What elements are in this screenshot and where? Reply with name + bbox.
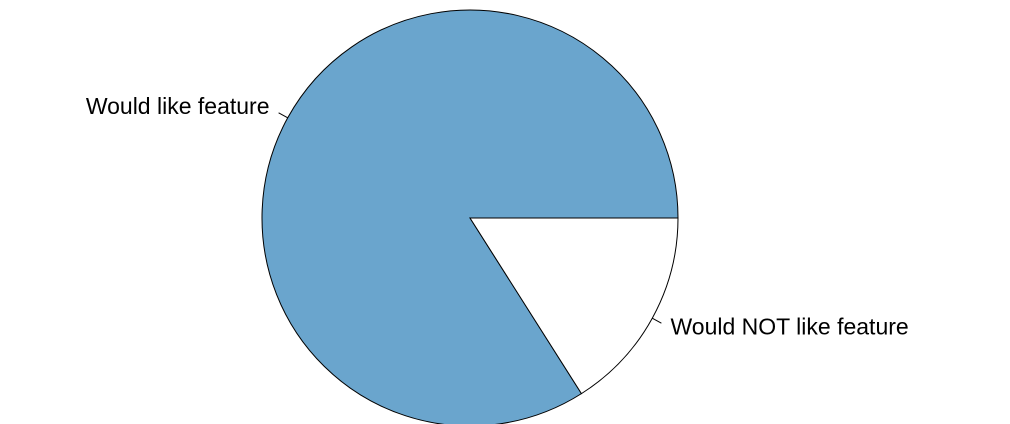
pie-slice — [469, 217, 679, 395]
slice-label: Would like feature — [86, 93, 270, 119]
slice-label: Would NOT like feature — [670, 313, 908, 339]
label-leader — [278, 112, 288, 119]
label-leader — [652, 317, 662, 324]
